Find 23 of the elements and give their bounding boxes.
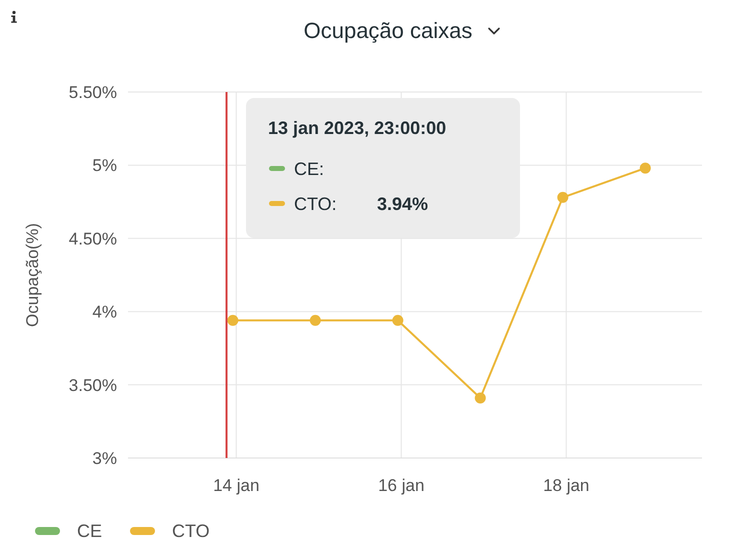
- y-axis-title: Ocupação(%): [23, 223, 42, 327]
- point: [227, 314, 238, 326]
- legend-label: CTO: [172, 521, 210, 541]
- annotation: CTO:: [294, 194, 337, 214]
- chart-title: Ocupação caixas: [304, 18, 472, 43]
- point: [557, 192, 568, 203]
- point: [392, 314, 404, 326]
- y-tick-label: 4.50%: [68, 229, 117, 248]
- point: [474, 392, 486, 404]
- point: [310, 314, 321, 326]
- x-tick-label: 16 jan: [378, 476, 424, 495]
- y-tick-label: 5.50%: [68, 82, 117, 102]
- y-tick-label: 4%: [92, 302, 117, 322]
- legend-label: CE: [77, 521, 102, 541]
- annotation: CE:: [294, 159, 324, 179]
- annotation: 3.94%: [377, 194, 428, 214]
- x-tick-label: 18 jan: [543, 476, 590, 495]
- x-tick-label: 14 jan: [213, 476, 260, 495]
- y-tick-label: 5%: [92, 156, 117, 176]
- point: [640, 162, 651, 174]
- annotation: 13 jan 2023, 23:00:00: [268, 118, 446, 138]
- y-tick-label: 3.50%: [68, 376, 117, 395]
- y-tick-label: 3%: [92, 448, 117, 468]
